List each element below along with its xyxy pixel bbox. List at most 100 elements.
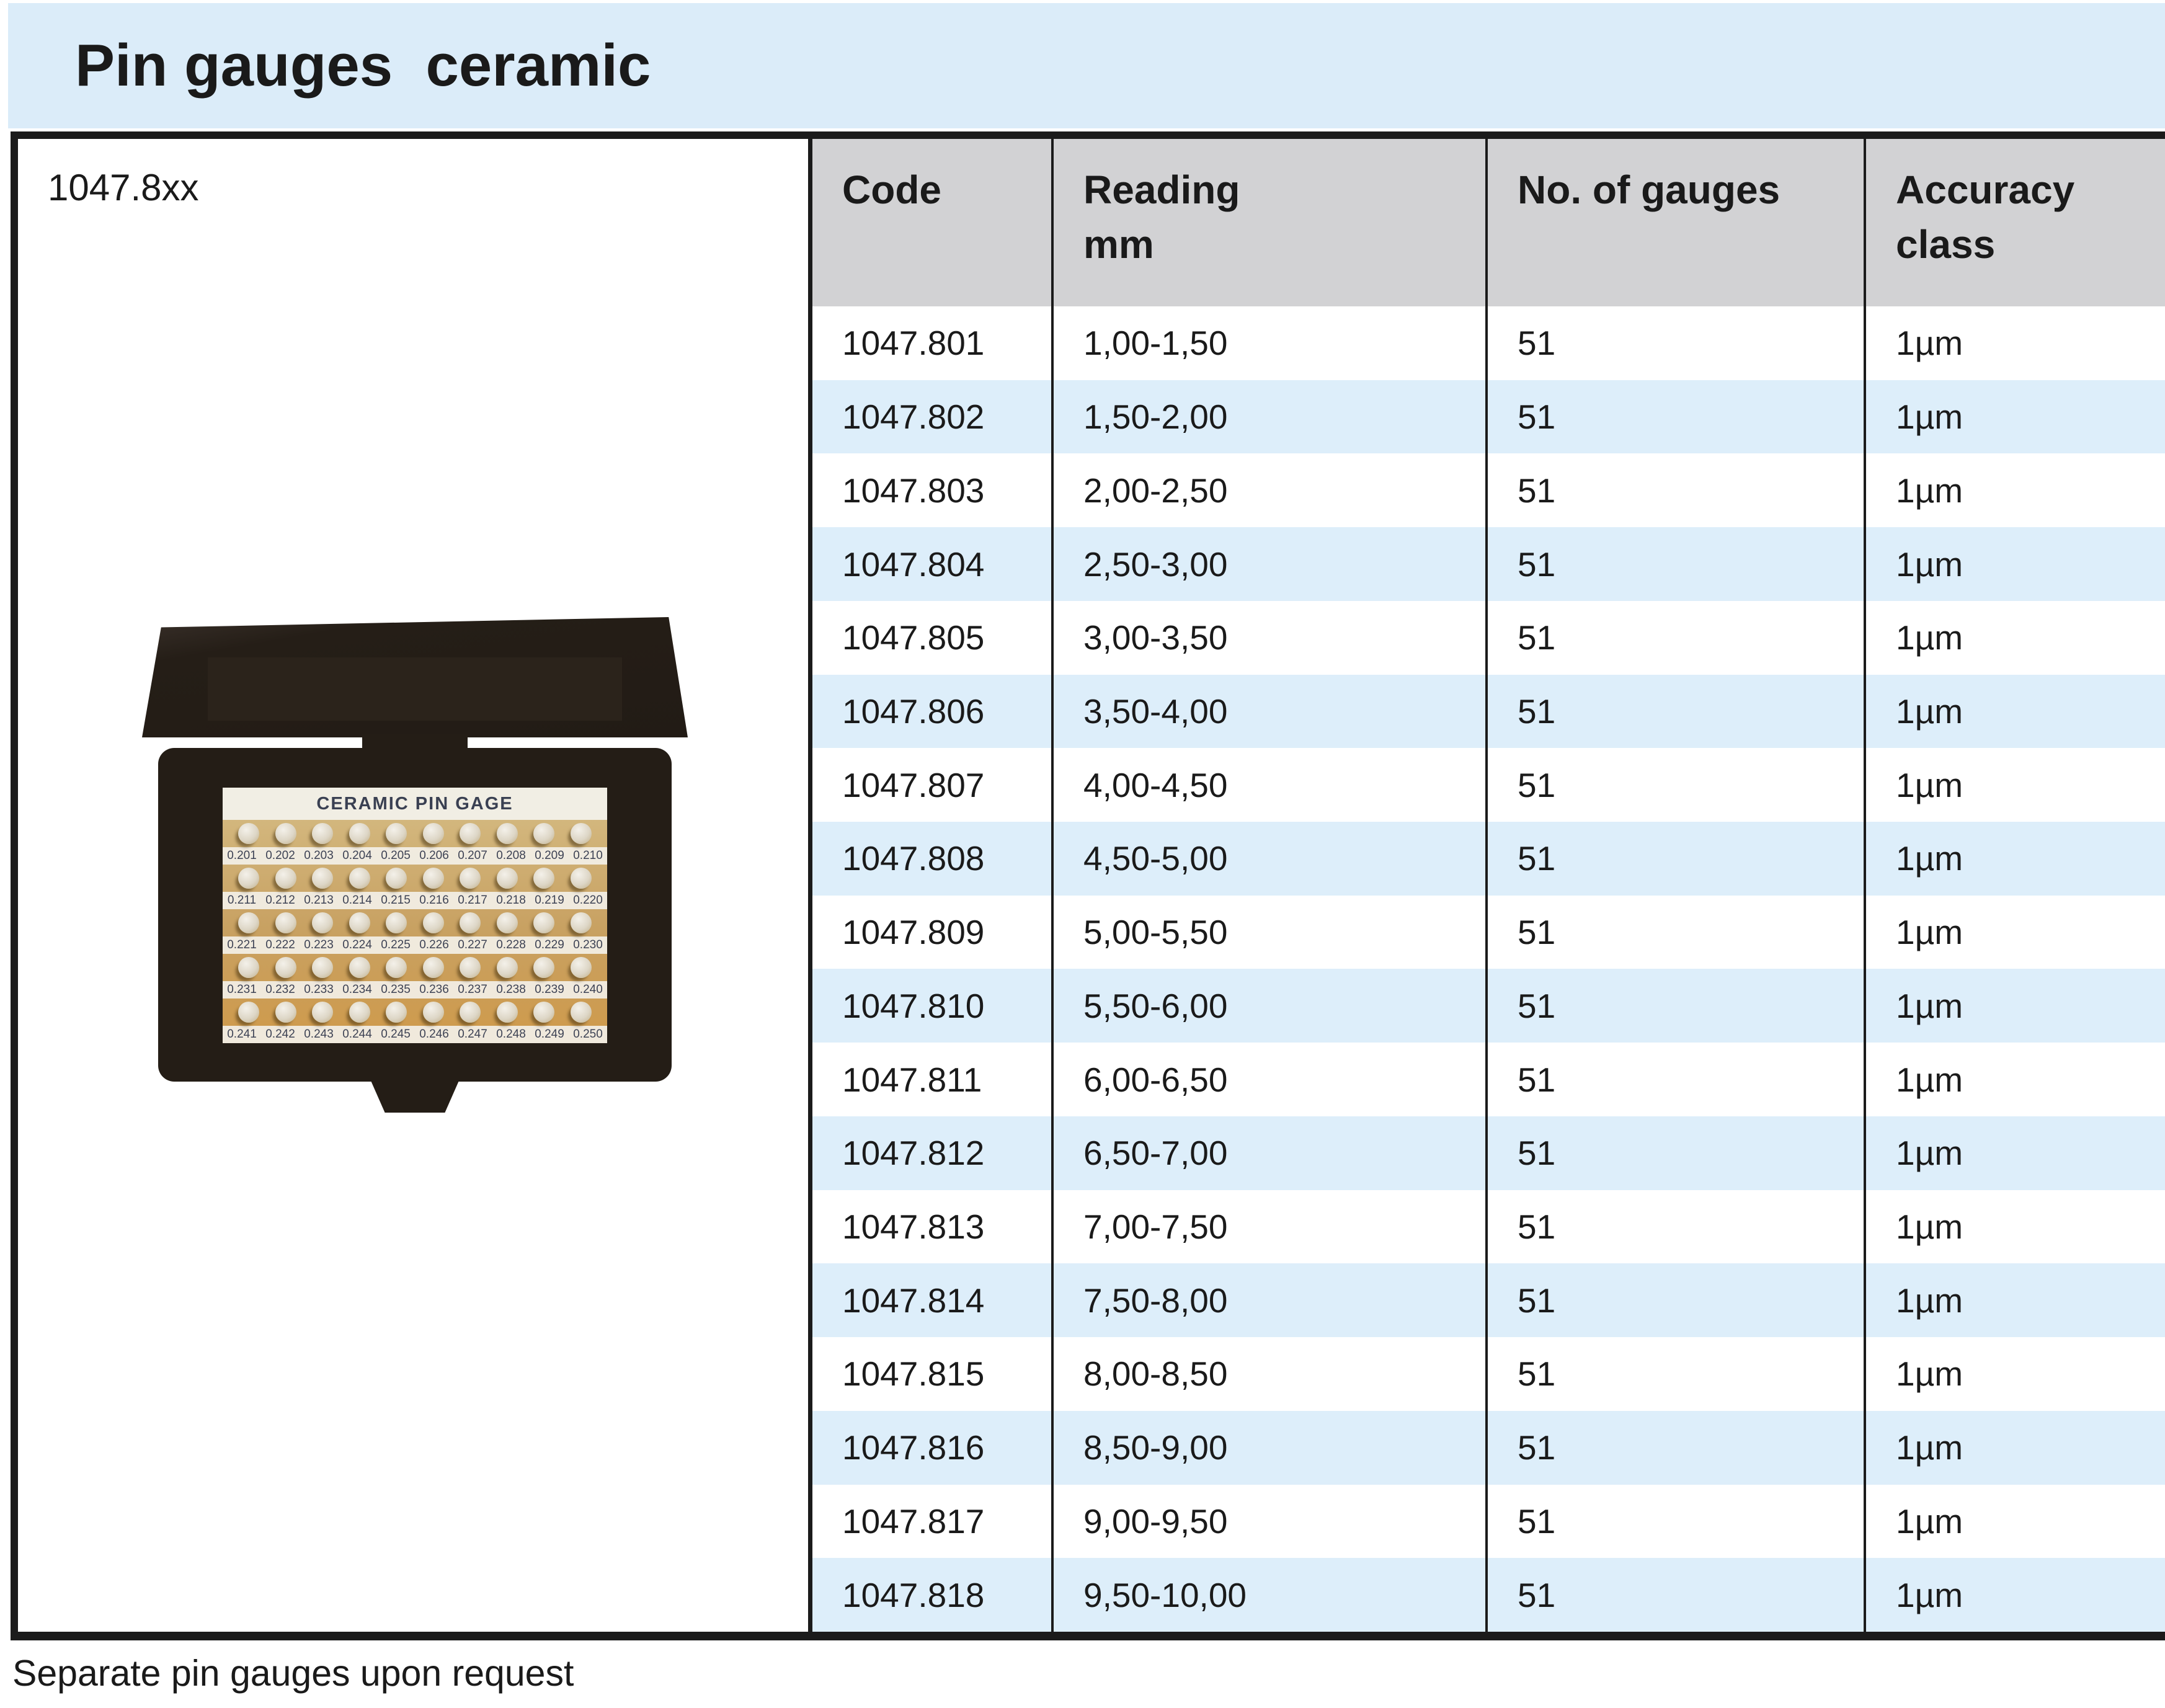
table-header-row: Code Reading mm No. of gauges Accuracy c… <box>812 139 2165 306</box>
pin-gauge <box>275 823 296 844</box>
gauges-cell: 51 <box>1485 600 1864 675</box>
pin-number: 0.227 <box>458 938 487 951</box>
pin-gauge <box>496 868 518 889</box>
pin-gauge <box>460 1002 481 1023</box>
pin-gauge <box>275 957 296 978</box>
code-cell: 1047.803 <box>842 471 985 510</box>
table-row: 1047.805 3,00-3,50 51 1µm <box>812 600 2165 675</box>
code-cell: 1047.805 <box>842 618 985 657</box>
title-band: Pin gauges ceramic <box>8 3 2165 128</box>
content-box: 1047.8xx CERAMIC PIN GAGE 0.201 0.202 0.20… <box>11 131 2165 1640</box>
pin-number: 0.228 <box>496 938 526 951</box>
pin-number: 0.211 <box>227 894 257 907</box>
header-line: Code <box>842 167 941 212</box>
pin-gauge <box>533 868 555 889</box>
gauges-cell: 51 <box>1485 1043 1864 1116</box>
tray-label: CERAMIC PIN GAGE <box>223 788 607 820</box>
pin-number: 0.204 <box>342 849 372 862</box>
pin-gauge <box>349 1002 370 1023</box>
code-cell: 1047.810 <box>842 986 985 1025</box>
table-row: 1047.801 1,00-1,50 51 1µm <box>812 306 2165 380</box>
header-cell-reading: Reading mm <box>1051 139 1485 306</box>
accuracy-cell: 1µm <box>1864 380 2165 454</box>
pin-gauge <box>238 1002 260 1023</box>
gauges-cell: 51 <box>1485 1484 1864 1559</box>
pin-number: 0.249 <box>535 1028 564 1041</box>
pin-gauge <box>496 912 518 933</box>
footnote: Separate pin gauges upon request <box>12 1653 574 1694</box>
gauges-cell: 51 <box>1485 822 1864 896</box>
case-clasp <box>371 1082 459 1113</box>
accuracy-cell: 1µm <box>1864 822 2165 896</box>
pin-number: 0.225 <box>381 938 411 951</box>
pin-number-strip: 0.221 0.222 0.223 0.224 0.225 0.226 0.227 0.228… <box>223 936 607 954</box>
pin-row <box>223 820 607 847</box>
gauges-cell: 51 <box>1485 453 1864 528</box>
gauges-cell: 51 <box>1485 674 1864 749</box>
gauges-cell: 51 <box>1485 380 1864 454</box>
pin-number: 0.241 <box>227 1028 257 1041</box>
pin-number: 0.224 <box>342 938 372 951</box>
pin-gauge <box>386 957 407 978</box>
pin-gauge <box>349 823 370 844</box>
pin-number: 0.232 <box>265 983 295 996</box>
accuracy-cell: 1µm <box>1864 453 2165 528</box>
accuracy-cell: 1µm <box>1864 1263 2165 1338</box>
pin-gauge <box>312 868 334 889</box>
pin-rows: 0.201 0.202 0.203 0.204 0.205 0.206 0.207 0.208… <box>223 820 607 1043</box>
code-cell: 1047.809 <box>842 913 985 952</box>
pin-number-strip: 0.201 0.202 0.203 0.204 0.205 0.206 0.207 0.208… <box>223 847 607 865</box>
pin-number: 0.209 <box>535 849 564 862</box>
pin-gauge <box>460 912 481 933</box>
accuracy-cell: 1µm <box>1864 1558 2165 1632</box>
pin-gauge <box>386 1002 407 1023</box>
accuracy-cell: 1µm <box>1864 600 2165 675</box>
spec-table: Code Reading mm No. of gauges Accuracy c… <box>808 139 2165 1632</box>
accuracy-cell: 1µm <box>1864 1043 2165 1116</box>
accuracy-cell: 1µm <box>1864 306 2165 380</box>
pin-row <box>223 999 607 1026</box>
header-line: Reading <box>1083 167 1240 212</box>
table-body: 1047.801 1,00-1,50 51 1µm 1047.802 1,50-2,00 5… <box>812 306 2165 1632</box>
table-row: 1047.813 7,00-7,50 51 1µm <box>812 1190 2165 1264</box>
header-line: class <box>1896 222 1996 267</box>
pin-gauge <box>349 868 370 889</box>
header-cell-accuracy: Accuracy class <box>1864 139 2165 306</box>
gauges-cell: 51 <box>1485 748 1864 822</box>
reading-cell: 6,00-6,50 <box>1051 1043 1485 1116</box>
reading-cell: 2,50-3,00 <box>1051 527 1485 601</box>
reading-cell: 3,00-3,50 <box>1051 600 1485 675</box>
code-cell: 1047.806 <box>842 692 985 731</box>
pin-gauge <box>570 823 592 844</box>
model-code: 1047.8xx <box>48 167 199 208</box>
pin-gauge <box>422 912 444 933</box>
pin-number: 0.208 <box>496 849 526 862</box>
accuracy-cell: 1µm <box>1864 1410 2165 1485</box>
pin-gauge <box>570 868 592 889</box>
accuracy-cell: 1µm <box>1864 674 2165 749</box>
pin-gauge <box>422 868 444 889</box>
reading-cell: 7,50-8,00 <box>1051 1263 1485 1338</box>
accuracy-cell: 1µm <box>1864 969 2165 1043</box>
pin-number: 0.247 <box>458 1028 487 1041</box>
code-cell: 1047.813 <box>842 1207 985 1246</box>
pin-number: 0.215 <box>381 894 411 907</box>
pin-gauge <box>533 957 555 978</box>
pin-gauge <box>238 912 260 933</box>
header-line: mm <box>1083 222 1154 267</box>
accuracy-cell: 1µm <box>1864 895 2165 969</box>
reading-cell: 4,50-5,00 <box>1051 822 1485 896</box>
code-cell: 1047.814 <box>842 1281 985 1320</box>
table-row: 1047.804 2,50-3,00 51 1µm <box>812 527 2165 601</box>
pin-number: 0.207 <box>458 849 487 862</box>
reading-cell: 5,00-5,50 <box>1051 895 1485 969</box>
reading-cell: 1,50-2,00 <box>1051 380 1485 454</box>
gauge-tray: CERAMIC PIN GAGE 0.201 0.202 0.203 0.204 0.2… <box>223 788 607 1043</box>
reading-cell: 8,00-8,50 <box>1051 1337 1485 1411</box>
pin-gauge <box>460 868 481 889</box>
pin-number: 0.237 <box>458 983 487 996</box>
header-line: Accuracy <box>1896 167 2075 212</box>
gauges-cell: 51 <box>1485 1410 1864 1485</box>
pin-gauge <box>275 868 296 889</box>
